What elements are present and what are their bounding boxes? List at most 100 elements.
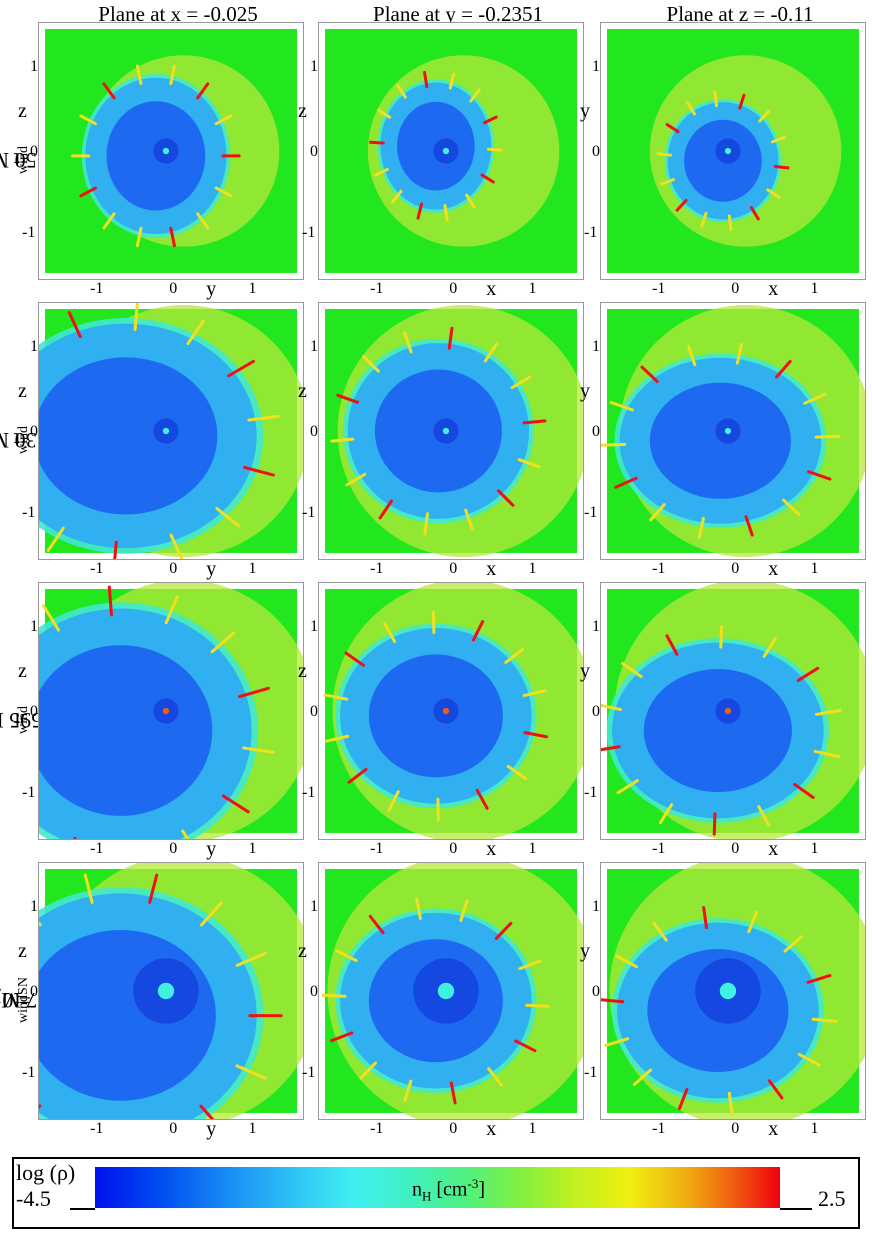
x-tick-label: -1 — [90, 280, 104, 297]
density-slice-panel — [318, 22, 584, 280]
density-slice-panel — [38, 22, 304, 280]
x-tick-label: 0 — [731, 560, 740, 577]
x-tick-label: -1 — [652, 1120, 666, 1137]
y-tick-label: 0 — [592, 142, 600, 160]
colorbar-gradient — [95, 1167, 780, 1208]
y-tick-label: -1 — [302, 784, 316, 802]
x-axis-label: x — [768, 278, 779, 300]
y-axis-label: z — [18, 379, 27, 402]
y-axis-label: z — [298, 99, 307, 122]
x-axis-label: x — [486, 558, 497, 580]
y-tick-label: -1 — [22, 1064, 36, 1082]
x-tick-label: 0 — [449, 280, 458, 297]
x-axis-label: x — [768, 558, 779, 580]
x-tick-label: -1 — [370, 1120, 384, 1137]
y-tick-label: 1 — [592, 58, 600, 76]
y-axis-label: y — [580, 659, 590, 682]
colorbar-frame — [12, 1157, 860, 1229]
x-tick-label: 0 — [169, 840, 178, 857]
y-tick-label: -1 — [22, 784, 36, 802]
y-tick-label: 0 — [30, 422, 38, 440]
x-tick-label: 0 — [449, 560, 458, 577]
x-axis-label: y — [206, 1118, 217, 1140]
y-tick-label: 0 — [592, 982, 600, 1000]
x-tick-label: -1 — [652, 560, 666, 577]
x-tick-label: -1 — [370, 840, 384, 857]
x-axis-label: y — [206, 278, 217, 300]
colorbar-max-tick — [780, 1208, 812, 1210]
y-tick-label: 1 — [592, 898, 600, 916]
density-slice-panel — [600, 862, 866, 1120]
x-tick-label: 0 — [449, 840, 458, 857]
x-axis-label: x — [768, 838, 779, 860]
x-tick-label: -1 — [370, 560, 384, 577]
colorbar-min-tick — [70, 1208, 95, 1210]
y-tick-label: -1 — [22, 224, 36, 242]
x-tick-label: 1 — [810, 280, 819, 297]
x-tick-label: -1 — [90, 840, 104, 857]
y-tick-label: -1 — [584, 1064, 598, 1082]
x-axis-label: y — [206, 838, 217, 860]
x-tick-label: 0 — [169, 280, 178, 297]
y-axis-label: z — [18, 939, 27, 962]
density-slice-panel — [600, 582, 866, 840]
y-tick-label: 1 — [310, 338, 318, 356]
x-tick-label: 1 — [248, 840, 257, 857]
colorbar-min: -4.5 — [16, 1186, 51, 1211]
x-tick-label: 1 — [810, 560, 819, 577]
x-tick-label: 1 — [528, 1120, 537, 1137]
y-axis-label: y — [580, 99, 590, 122]
density-slice-panel — [600, 22, 866, 280]
x-tick-label: 0 — [169, 1120, 178, 1137]
y-tick-label: 1 — [592, 338, 600, 356]
x-axis-label: x — [486, 278, 497, 300]
x-tick-label: 1 — [528, 560, 537, 577]
y-tick-label: 0 — [30, 142, 38, 160]
density-slice-panel — [38, 582, 304, 840]
y-tick-label: 0 — [310, 982, 318, 1000]
x-tick-label: 0 — [449, 1120, 458, 1137]
x-tick-label: 1 — [248, 280, 257, 297]
density-slice-panel — [318, 302, 584, 560]
x-axis-label: y — [206, 558, 217, 580]
x-tick-label: -1 — [90, 1120, 104, 1137]
density-slice-panel — [38, 862, 304, 1120]
x-tick-label: 0 — [731, 840, 740, 857]
x-tick-label: 1 — [810, 1120, 819, 1137]
x-tick-label: -1 — [370, 280, 384, 297]
x-tick-label: 0 — [731, 280, 740, 297]
y-tick-label: 0 — [592, 422, 600, 440]
x-tick-label: 1 — [248, 1120, 257, 1137]
y-tick-label: -1 — [584, 224, 598, 242]
x-tick-label: -1 — [652, 280, 666, 297]
y-tick-label: 1 — [310, 58, 318, 76]
y-tick-label: 1 — [592, 618, 600, 636]
density-slice-panel — [318, 582, 584, 840]
x-tick-label: 1 — [528, 840, 537, 857]
y-tick-label: 1 — [310, 898, 318, 916]
y-tick-label: -1 — [584, 504, 598, 522]
y-tick-label: -1 — [302, 504, 316, 522]
y-tick-label: -1 — [302, 1064, 316, 1082]
y-axis-label: z — [18, 99, 27, 122]
y-tick-label: 1 — [30, 338, 38, 356]
y-tick-label: 1 — [30, 618, 38, 636]
colorbar-max: 2.5 — [818, 1186, 846, 1211]
x-tick-label: 0 — [169, 560, 178, 577]
x-tick-label: -1 — [90, 560, 104, 577]
y-tick-label: 0 — [592, 702, 600, 720]
y-tick-label: -1 — [22, 504, 36, 522]
x-tick-label: -1 — [652, 840, 666, 857]
y-tick-label: 0 — [310, 422, 318, 440]
y-tick-label: -1 — [584, 784, 598, 802]
density-slice-panel — [318, 862, 584, 1120]
x-axis-label: x — [486, 1118, 497, 1140]
y-axis-label: z — [298, 379, 307, 402]
y-tick-label: 0 — [310, 142, 318, 160]
x-axis-label: x — [486, 838, 497, 860]
x-tick-label: 0 — [731, 1120, 740, 1137]
